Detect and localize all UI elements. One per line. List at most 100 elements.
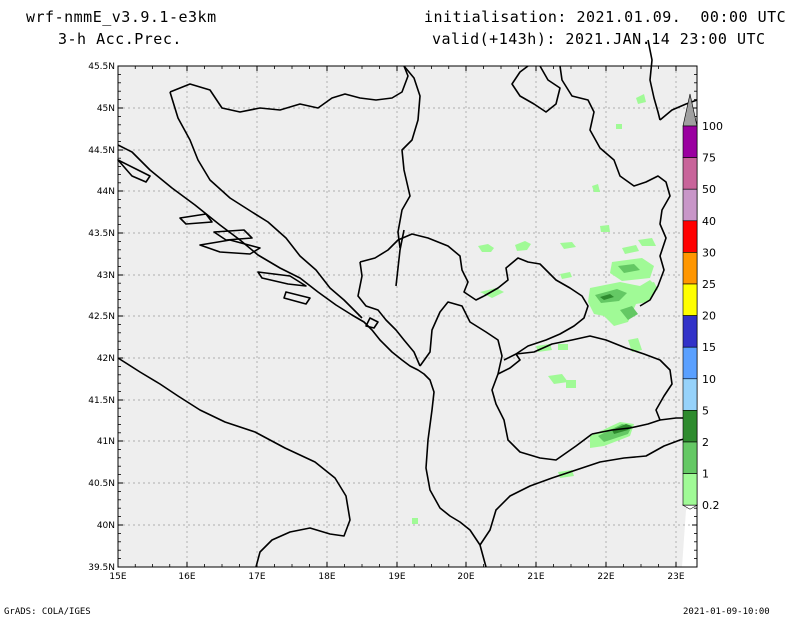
render-timestamp: 2021-01-09-10:00	[683, 607, 770, 617]
greece-border	[591, 419, 661, 435]
precip-patch	[640, 282, 658, 294]
precip-patch	[600, 294, 614, 300]
north-macedonia-border	[497, 353, 521, 375]
colorbar-under-tip	[681, 504, 699, 510]
colorbar-label: 40	[702, 215, 716, 228]
lon-tick-label: 16E	[178, 572, 195, 582]
precip-patch	[638, 238, 656, 246]
colorbar: 100 75 50 40 30 25 20 15 10 5 2 1 0.2	[681, 93, 723, 512]
precip-patch	[588, 280, 658, 326]
colorbar-label: 75	[702, 152, 716, 165]
lat-tick-label: 45.5N	[88, 62, 115, 72]
colorbar-box	[682, 346, 698, 380]
romania-border	[647, 39, 661, 121]
colorbar-label: 1	[702, 468, 709, 481]
longitude-axis: 15E 16E 17E 18E 19E 20E 21E 22E 23E	[109, 66, 685, 582]
precip-patch	[618, 264, 640, 273]
colorbar-label: 100	[702, 120, 723, 133]
colorbar-box	[682, 252, 698, 285]
lat-tick-label: 42.5N	[88, 312, 115, 322]
lon-tick-label: 20E	[457, 572, 474, 582]
north-macedonia-border	[515, 335, 698, 421]
lat-tick-label: 39.5N	[88, 563, 115, 573]
precip-patch	[566, 380, 576, 388]
colorbar-box	[682, 125, 698, 158]
colorbar-box	[682, 157, 698, 190]
lat-tick-label: 43N	[97, 271, 115, 281]
colorbar-label: 5	[702, 404, 709, 417]
montenegro-border	[359, 233, 485, 301]
albania-border	[419, 301, 593, 461]
grads-credit: GrADS: COLA/IGES	[4, 607, 91, 617]
lon-tick-label: 17E	[248, 572, 265, 582]
precip-patch	[592, 184, 600, 192]
island	[199, 239, 261, 255]
colorbar-label: 30	[702, 246, 716, 259]
island	[179, 213, 213, 225]
colorbar-label: 10	[702, 373, 716, 386]
colorbar-label: 20	[702, 310, 716, 323]
precip-patch	[558, 344, 568, 350]
island	[213, 229, 253, 241]
lat-tick-label: 41.5N	[88, 396, 115, 406]
precip-patch	[412, 518, 418, 524]
initialisation-label: initialisation: 2021.01.09. 00:00 UTC	[424, 8, 787, 26]
precip-patch	[622, 245, 639, 254]
lon-tick-label: 22E	[597, 572, 614, 582]
kosovo-border	[483, 257, 589, 361]
lat-tick-label: 44N	[97, 187, 115, 197]
precip-patch	[600, 225, 610, 232]
colorbar-box	[682, 441, 698, 474]
lat-tick-label: 43.5N	[88, 229, 115, 239]
no-data-strip	[682, 500, 697, 567]
precip-patch	[620, 306, 638, 320]
croatia-bosnia-border	[169, 65, 409, 113]
colorbar-label: 50	[702, 183, 716, 196]
coastline-and-borders	[117, 39, 698, 568]
precip-patch	[515, 241, 531, 251]
colorbar-box	[682, 315, 698, 348]
valid-time-label: valid(+143h): 2021.JAN.14 23:00 UTC	[432, 30, 766, 48]
lat-tick-label: 42N	[97, 354, 115, 364]
greece-border	[479, 435, 698, 546]
river-drina	[395, 229, 405, 287]
precip-patch	[560, 272, 572, 279]
lon-tick-label: 19E	[388, 572, 405, 582]
colorbar-box	[682, 220, 698, 253]
adriatic-coastline	[117, 144, 487, 568]
precipitation-patches	[412, 94, 658, 524]
montenegro-border	[357, 261, 421, 367]
lat-tick-label: 40.5N	[88, 479, 115, 489]
precip-patch	[478, 244, 494, 252]
colorbar-box	[682, 410, 698, 443]
hungary-border	[511, 65, 561, 113]
croatia-bosnia-border	[169, 91, 363, 319]
colorbar-label: 15	[702, 341, 716, 354]
island	[117, 159, 151, 183]
island	[283, 291, 311, 305]
colorbar-box	[682, 378, 698, 411]
lon-tick-label: 15E	[109, 572, 126, 582]
colorbar-box	[682, 473, 698, 506]
colorbar-box	[682, 283, 698, 316]
colorbar-box	[682, 188, 698, 222]
field-title: 3-h Acc.Prec.	[58, 30, 182, 48]
model-title: wrf-nmmE_v3.9.1-e3km	[26, 8, 217, 26]
lon-tick-label: 18E	[318, 572, 335, 582]
precip-patch	[480, 288, 504, 298]
lon-tick-label: 21E	[527, 572, 544, 582]
lat-tick-label: 45N	[97, 104, 115, 114]
colorbar-label: 25	[702, 278, 716, 291]
map-background	[118, 66, 697, 567]
island	[365, 317, 379, 329]
colorbar-label: 0.2	[702, 499, 720, 512]
lat-tick-label: 44.5N	[88, 146, 115, 156]
italy-coastline	[117, 357, 351, 568]
lon-tick-label: 23E	[667, 572, 684, 582]
island	[257, 271, 307, 287]
bosnia-serbia-border	[397, 65, 421, 249]
serbia-bulgaria-border	[559, 65, 671, 307]
precip-patch	[616, 124, 622, 129]
precip-patch	[560, 242, 576, 249]
